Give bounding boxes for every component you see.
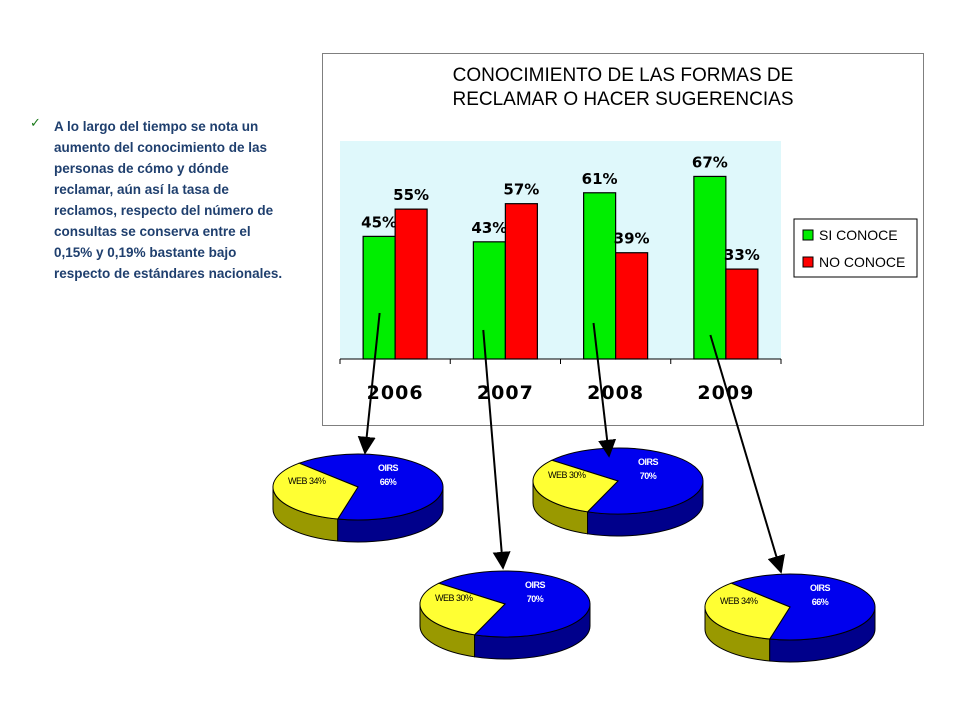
pie-slice-oirs: [437, 570, 591, 638]
note-text: A lo largo del tiempo se nota un aumento…: [54, 119, 283, 281]
chart-title: CONOCIMIENTO DE LAS FORMAS DE RECLAMAR O…: [452, 65, 794, 110]
pie-label-oirs-value: 70%: [640, 471, 657, 481]
arrow-2008: [592, 322, 617, 458]
data-label: 45%: [361, 213, 397, 231]
pie-2007: WEB 30% OIRS 70%: [419, 570, 591, 660]
legend-label: NO CONOCE: [819, 254, 905, 270]
bar-si-2007: [472, 241, 506, 360]
data-label: 67%: [692, 153, 728, 171]
pie-slice-web: [272, 462, 359, 520]
legend-label: SI CONOCE: [819, 227, 898, 243]
bar-no-2008: [615, 252, 649, 360]
legend-box: [793, 218, 918, 278]
data-label: 55%: [393, 186, 429, 204]
checkmark-icon: ✓: [30, 116, 41, 131]
arrow-2006: [357, 312, 381, 455]
x-tick-label: 2008: [587, 382, 644, 404]
bar-no-2009: [725, 268, 759, 360]
bar-si-2009: [693, 175, 727, 360]
pie-label-web: WEB 34%: [288, 476, 326, 486]
data-label: 39%: [614, 230, 650, 248]
pie-label-oirs: OIRS: [378, 463, 399, 473]
pie-2008: WEB 30% OIRS 70%: [532, 447, 704, 537]
bar-no-2006: [394, 208, 428, 360]
bar-si-2008: [583, 192, 617, 360]
data-label: 43%: [471, 219, 507, 237]
pie-2009: WEB 34% OIRS 66%: [704, 573, 876, 663]
data-label: 33%: [724, 246, 760, 264]
pie-label-oirs: OIRS: [810, 583, 831, 593]
pie-label-oirs-value: 70%: [527, 594, 544, 604]
pie-label-oirs: OIRS: [525, 580, 546, 590]
pie-label-oirs-value: 66%: [380, 477, 397, 487]
legend-swatch: [802, 229, 814, 241]
x-tick-label: 2006: [367, 382, 424, 404]
pie-slice-web: [704, 582, 791, 640]
pie-slice-web: [532, 459, 619, 513]
pie-slice-oirs: [729, 573, 876, 641]
pie-label-oirs-value: 66%: [812, 597, 829, 607]
legend: SI CONOCE NO CONOCE: [793, 218, 918, 278]
arrow-2009: [709, 334, 785, 574]
pie-label-web: WEB 30%: [548, 470, 586, 480]
data-label: 61%: [582, 170, 618, 188]
pie-label-web: WEB 30%: [435, 593, 473, 603]
legend-swatch: [802, 256, 814, 268]
bar-si-2006: [362, 235, 396, 360]
pie-label-oirs: OIRS: [638, 457, 659, 467]
pie-slice-oirs: [297, 453, 444, 521]
pie-slice-web: [419, 582, 506, 636]
arrow-2007: [482, 329, 511, 570]
x-tick-label: 2009: [697, 382, 754, 404]
data-label: 57%: [503, 181, 539, 199]
pie-slice-oirs: [550, 447, 704, 515]
bar-no-2007: [504, 203, 538, 360]
x-tick-label: 2007: [477, 382, 534, 404]
pie-label-web: WEB 34%: [720, 596, 758, 606]
pie-2006: WEB 34% OIRS 66%: [272, 453, 444, 543]
